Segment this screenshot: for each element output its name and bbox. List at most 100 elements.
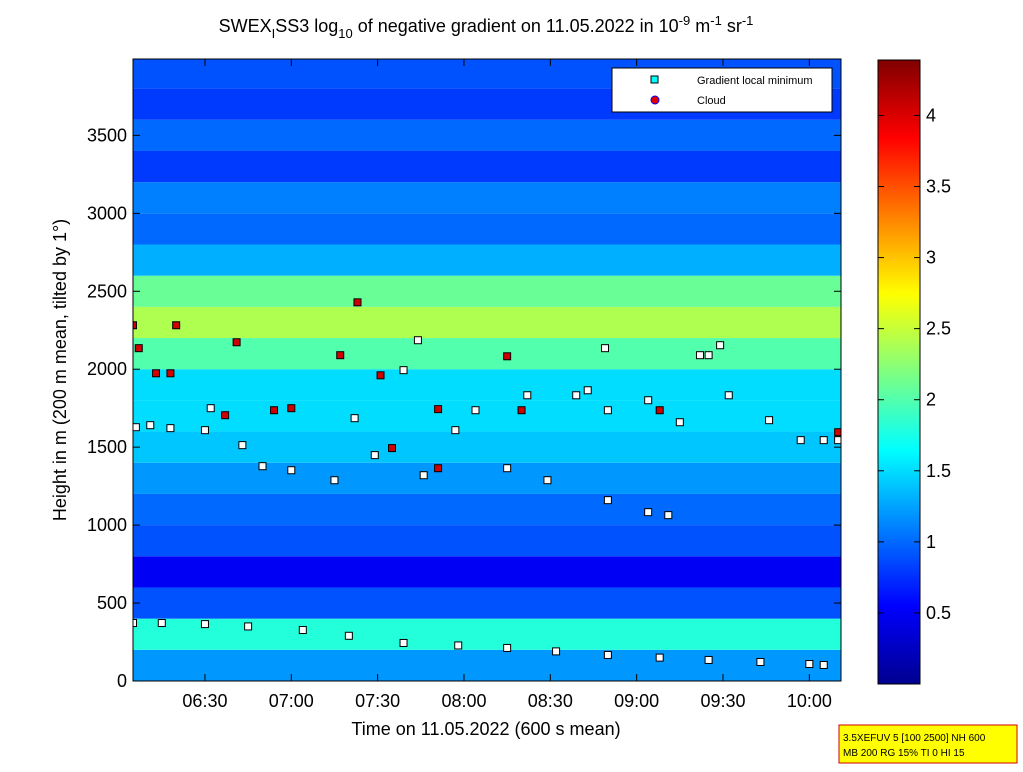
y-tick-label: 0 <box>117 671 127 691</box>
point <box>796 436 805 445</box>
point <box>287 466 296 475</box>
background-cell <box>133 493 841 526</box>
y-axis-label: Height in m (200 m mean, tilted by 1°) <box>50 219 70 521</box>
background-cell <box>133 213 841 245</box>
point <box>388 444 397 453</box>
point <box>157 619 166 628</box>
point <box>503 464 512 473</box>
point <box>399 638 408 647</box>
point <box>134 344 143 353</box>
x-tick-label: 08:00 <box>441 691 486 711</box>
chart-title: SWEXISS3 log10 of negative gradient on 1… <box>219 13 754 41</box>
point <box>206 404 215 413</box>
point <box>603 496 612 505</box>
point <box>399 366 408 375</box>
point <box>675 418 684 427</box>
background-cell <box>133 182 841 214</box>
point <box>834 428 841 437</box>
point <box>330 476 339 485</box>
info-text: MB 200 RG 15% TI 0 HI 15 <box>843 748 965 759</box>
point <box>664 511 673 520</box>
point <box>601 344 609 353</box>
point <box>471 406 480 415</box>
title-part: of negative gradient on 11.05.2022 in 10 <box>353 16 679 36</box>
point <box>200 620 209 629</box>
x-tick-label: 06:30 <box>182 691 227 711</box>
point <box>166 424 175 433</box>
point <box>603 406 612 415</box>
info-text: 3.5XEFUV 5 [100 2500] NH 600 <box>843 733 986 744</box>
point <box>344 631 353 640</box>
background-cell <box>133 400 841 432</box>
background-cell <box>133 431 841 463</box>
colorbar-tick-label: 0.5 <box>926 603 951 623</box>
y-tick-label: 2000 <box>87 359 127 379</box>
legend-box <box>611 67 833 113</box>
point <box>270 406 279 415</box>
x-axis-label: Time on 11.05.2022 (600 s mean) <box>351 719 620 739</box>
point <box>133 423 140 432</box>
point <box>238 441 247 450</box>
title-part: SWEX <box>219 16 272 36</box>
point <box>552 647 561 656</box>
y-tick-label: 3000 <box>87 203 127 223</box>
point <box>172 321 181 330</box>
point <box>419 471 428 480</box>
point <box>200 426 209 435</box>
point <box>819 436 828 445</box>
point <box>517 406 526 415</box>
colorbar-tick-label: 2.5 <box>926 319 951 339</box>
title-part: sr <box>722 16 742 36</box>
point <box>765 416 774 425</box>
point <box>146 421 155 430</box>
colorbar-tick-label: 2 <box>926 390 936 410</box>
point <box>583 386 592 395</box>
colorbar-tick-label: 3 <box>926 248 936 268</box>
point <box>413 336 422 345</box>
point <box>336 351 345 360</box>
colorbar <box>877 59 921 685</box>
background-cell <box>133 649 841 681</box>
title-part: SS3 log <box>275 16 338 36</box>
point <box>644 396 653 405</box>
background-cell <box>133 244 841 276</box>
plot-frame <box>132 58 842 682</box>
colorbar-tick-label: 1.5 <box>926 461 951 481</box>
x-tick-label: 10:00 <box>787 691 832 711</box>
title-part: 10 <box>338 26 352 41</box>
point <box>603 650 612 659</box>
point <box>221 411 230 420</box>
background-cell <box>133 369 841 401</box>
point <box>716 341 725 350</box>
point <box>166 369 175 378</box>
x-tick-label: 09:00 <box>614 691 659 711</box>
point <box>454 641 463 650</box>
point <box>834 436 841 445</box>
point <box>133 619 137 628</box>
point <box>543 476 552 485</box>
point <box>503 643 512 652</box>
point <box>756 657 765 666</box>
background-cell <box>133 306 841 339</box>
y-tick-label: 1000 <box>87 515 127 535</box>
point <box>695 351 704 360</box>
point <box>644 508 653 517</box>
point <box>572 391 581 400</box>
x-tick-label: 07:00 <box>269 691 314 711</box>
point <box>503 352 512 361</box>
title-part: -1 <box>710 13 722 28</box>
point <box>298 626 307 635</box>
background-cell <box>133 119 841 151</box>
background-cell <box>133 275 841 307</box>
background-cell <box>133 618 841 650</box>
point <box>655 406 664 415</box>
point <box>434 405 443 414</box>
background-cell <box>133 462 841 494</box>
background-cell <box>133 150 841 183</box>
point <box>232 338 241 347</box>
point <box>819 660 828 669</box>
legend-marker <box>650 75 659 84</box>
point <box>133 321 137 330</box>
point <box>805 660 814 669</box>
title-part: m <box>690 16 710 36</box>
